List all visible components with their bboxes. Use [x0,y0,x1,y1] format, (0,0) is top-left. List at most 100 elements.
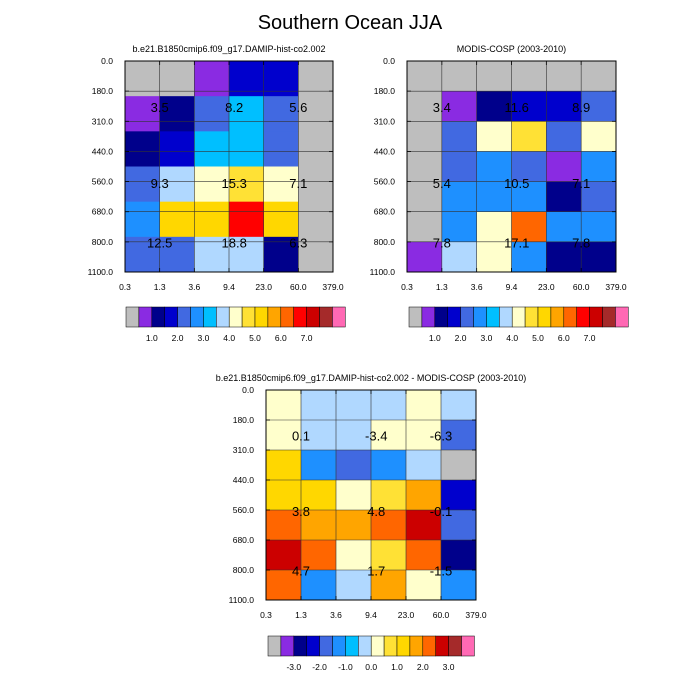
heatmap-cell [266,420,302,451]
difference-panel: b.e21.B1850cmip6.f09_g17.DAMIP-hist-co2.… [216,373,527,672]
heatmap-cell [406,510,442,541]
cell-value-label: 6.3 [289,235,307,250]
y-tick-label: 800.0 [374,237,396,247]
colorbar-label: 6.0 [275,333,287,343]
heatmap-cell [511,121,547,152]
heatmap-cell [229,166,265,203]
heatmap-cell [266,510,302,541]
heatmap-cell [301,450,337,481]
heatmap-cell [336,540,372,571]
heatmap-cell [263,236,299,273]
heatmap-cell [406,540,442,571]
colorbar-label: 4.0 [223,333,235,343]
heatmap-cell [581,241,617,273]
panel-title: b.e21.B1850cmip6.f09_g17.DAMIP-hist-co2.… [216,373,527,383]
colorbar-label: 6.0 [558,333,570,343]
colorbar-box [537,306,552,328]
colorbar-box [345,635,359,657]
colorbar-box [164,306,178,328]
y-tick-label: 440.0 [233,475,255,485]
heatmap-cell [581,91,617,122]
heatmap-cell [441,91,478,122]
colorbar-box [267,635,282,657]
heatmap-cell [476,61,512,92]
heatmap-cell [336,450,372,481]
cell-value-label: 4.7 [292,564,310,579]
heatmap-cell [511,181,547,213]
heatmap-cell [441,241,478,273]
colorbar-box [473,306,487,328]
heatmap-cell [298,131,334,167]
heatmap-cell [581,61,617,92]
x-tick-label: 23.0 [538,282,555,292]
x-tick-label: 379.0 [322,282,344,292]
y-tick-label: 0.0 [383,56,395,66]
colorbar-box [589,306,603,328]
heatmap-cell [441,390,477,421]
heatmap-cell [511,241,547,273]
cell-value-label: 18.8 [222,235,247,250]
x-tick-label: 23.0 [398,610,415,620]
colorbar-box [254,306,269,328]
cell-value-label: 3.8 [292,504,310,519]
heatmap-cell [371,450,407,481]
heatmap-cell [406,450,442,481]
heatmap-cell [298,166,334,203]
colorbar-label: 5.0 [249,333,261,343]
x-tick-label: 0.3 [401,282,413,292]
heatmap-cell [194,96,230,132]
colorbar-box [422,635,436,657]
heatmap-cell [229,201,265,238]
y-tick-label: 560.0 [92,177,114,187]
x-tick-label: 0.3 [119,282,131,292]
y-tick-label: 1100.0 [370,267,396,277]
colorbar-box [383,635,398,657]
colorbar-box [448,635,462,657]
colorbar-box [461,635,475,657]
colorbar-label: -1.0 [338,662,353,672]
colorbar-label: -2.0 [312,662,327,672]
x-tick-label: 23.0 [255,282,272,292]
colorbar-box [306,306,320,328]
heatmap-cell [371,540,407,571]
cell-value-label: 7.8 [572,235,590,250]
colorbar-box [409,635,424,657]
heatmap-cell [159,166,195,203]
colorbar-box [447,306,461,328]
colorbar-box [293,306,307,328]
cell-value-label: 15.3 [222,176,247,191]
colorbar-box [203,306,217,328]
colorbar-box [563,306,577,328]
cell-value-label: 5.6 [289,100,307,115]
heatmap-cell [546,241,582,273]
cell-value-label: -3.4 [365,429,387,444]
colorbar-box [319,306,333,328]
heatmap-cell [441,450,477,481]
heatmap-cell [406,390,442,421]
heatmap-cell [194,236,230,273]
heatmap-cell [441,151,478,183]
x-tick-label: 3.6 [330,610,342,620]
heatmap-cell [441,480,477,511]
y-tick-label: 310.0 [92,116,114,126]
heatmap-cell [263,61,299,97]
y-tick-label: 440.0 [374,146,396,156]
heatmap-cell [266,570,302,601]
x-tick-label: 9.4 [223,282,235,292]
colorbar-box [396,635,411,657]
cell-value-label: 17.1 [504,235,529,250]
heatmap-cell [407,121,443,152]
heatmap-cell [301,480,337,511]
y-tick-label: 440.0 [92,146,114,156]
cell-value-label: 12.5 [147,235,172,250]
model-panel: b.e21.B1850cmip6.f09_g17.DAMIP-hist-co2.… [88,44,346,343]
heatmap-cell [511,91,547,122]
y-tick-label: 560.0 [374,177,396,187]
heatmap-cell [371,480,407,511]
colorbar-box [358,635,372,657]
heatmap-cell [298,236,334,273]
heatmap-cell [159,61,195,97]
heatmap-cell [407,151,443,183]
colorbar-box [125,306,140,328]
